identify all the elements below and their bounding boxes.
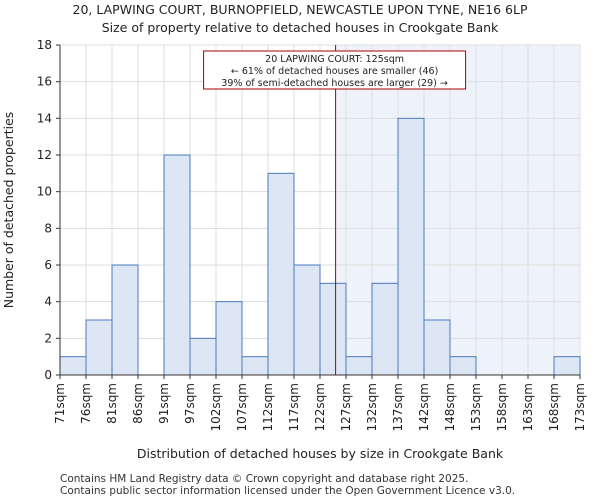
- x-tick-label: 117sqm: [287, 383, 301, 431]
- x-tick-label: 97sqm: [183, 383, 197, 424]
- y-tick-label: 8: [44, 221, 52, 235]
- chart-title: 20, LAPWING COURT, BURNOPFIELD, NEWCASTL…: [72, 2, 528, 17]
- y-axis-title: Number of detached properties: [1, 112, 16, 309]
- y-tick-label: 6: [44, 258, 52, 272]
- footer-copyright: Contains HM Land Registry data © Crown c…: [60, 473, 469, 485]
- bar-71sqm: [59, 356, 87, 376]
- x-tick-label: 86sqm: [131, 383, 145, 424]
- y-tick-label: 0: [44, 368, 52, 382]
- x-tick-label: 142sqm: [417, 383, 431, 431]
- annotation-line-3: 39% of semi-detached houses are larger (…: [221, 78, 448, 89]
- bar-97sqm: [189, 337, 217, 376]
- bar-132sqm: [371, 282, 399, 376]
- x-tick-label: 112sqm: [261, 383, 275, 431]
- y-tick-label: 16: [37, 75, 52, 89]
- bar-76sqm: [85, 319, 113, 376]
- x-tick-label: 122sqm: [313, 383, 327, 431]
- x-tick-label: 148sqm: [443, 383, 457, 431]
- x-axis-title: Distribution of detached houses by size …: [137, 446, 504, 461]
- annotation-line-2: ← 61% of detached houses are smaller (46…: [231, 66, 438, 77]
- x-tick-label: 102sqm: [209, 383, 223, 431]
- y-tick-label: 2: [44, 331, 52, 345]
- bar-81sqm: [111, 264, 139, 376]
- x-tick-label: 163sqm: [521, 383, 535, 431]
- bar-112sqm: [267, 172, 295, 376]
- bar-117sqm: [293, 264, 321, 376]
- x-tick-label: 127sqm: [339, 383, 353, 431]
- y-tick-label: 12: [37, 148, 52, 162]
- x-tick-label: 153sqm: [469, 383, 483, 431]
- annotation-box: [203, 50, 467, 90]
- bar-137sqm: [397, 117, 425, 376]
- y-tick-label: 4: [44, 295, 52, 309]
- x-tick-label: 168sqm: [547, 383, 561, 431]
- y-tick-label: 14: [37, 111, 52, 125]
- annotation-line-1: 20 LAPWING COURT: 125sqm: [265, 54, 404, 65]
- y-tick-label: 10: [37, 185, 52, 199]
- x-tick-label: 76sqm: [79, 383, 93, 424]
- x-tick-label: 107sqm: [235, 383, 249, 431]
- bar-102sqm: [215, 301, 243, 376]
- x-tick-label: 91sqm: [157, 383, 171, 424]
- x-tick-label: 81sqm: [105, 383, 119, 424]
- bar-107sqm: [241, 356, 269, 376]
- bar-142sqm: [423, 319, 451, 376]
- x-tick-label: 137sqm: [391, 383, 405, 431]
- bar-91sqm: [163, 154, 191, 376]
- bar-122sqm: [319, 282, 347, 376]
- bar-148sqm: [449, 356, 477, 376]
- x-tick-label: 173sqm: [573, 383, 587, 431]
- bar-168sqm: [553, 356, 581, 376]
- x-tick-label: 71sqm: [53, 383, 67, 424]
- x-tick-label: 158sqm: [495, 383, 509, 431]
- bar-127sqm: [345, 356, 373, 376]
- chart-subtitle: Size of property relative to detached ho…: [101, 20, 499, 35]
- x-tick-label: 132sqm: [365, 383, 379, 431]
- y-tick-label: 18: [37, 38, 52, 52]
- footer-licence: Contains public sector information licen…: [60, 485, 516, 497]
